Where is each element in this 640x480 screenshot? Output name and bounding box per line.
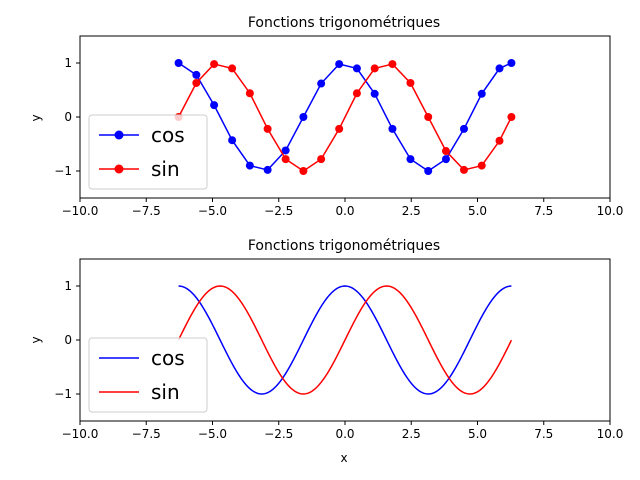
x-tick-label: −7.5 [132, 204, 161, 218]
x-tick-label: 2.5 [402, 204, 421, 218]
sin-point [192, 78, 201, 87]
cos-point [210, 101, 219, 110]
cos-point [317, 79, 326, 88]
x-tick-label: 0.0 [335, 427, 354, 441]
cos-point [406, 155, 415, 164]
x-ticks-bottom: −10.0 −7.5 −5.0 −2.5 0.0 2.5 5.0 7.5 10.0 [62, 421, 624, 441]
x-tick-label: 0.0 [335, 204, 354, 218]
sin-point [317, 155, 326, 164]
sin-point [370, 64, 379, 73]
sin-point [507, 113, 516, 121]
cos-point [263, 165, 272, 174]
sin-point [299, 167, 308, 175]
subplot-top: Fonctions trigonométriques y −10.0 −7.5 −5… [29, 15, 623, 218]
x-tick-label: 7.5 [534, 204, 553, 218]
ylabel-bottom: y [29, 336, 43, 343]
x-tick-label: −10.0 [62, 204, 99, 218]
sin-point [352, 89, 361, 98]
x-tick-label: −2.5 [264, 204, 293, 218]
cos-point [174, 59, 183, 67]
x-tick-label: 5.0 [468, 427, 487, 441]
y-tick-label: 1 [64, 56, 72, 70]
cos-point [192, 70, 201, 79]
cos-point [370, 89, 379, 98]
legend-label-sin: sin [151, 380, 180, 404]
sin-point [406, 78, 415, 87]
xlabel-bottom: x [340, 451, 347, 465]
sin-point [424, 113, 433, 121]
legend-bottom: cos sin [88, 337, 208, 413]
legend-top: cos sin [88, 114, 208, 190]
y-tick-label: −1 [54, 164, 72, 178]
legend-label-cos: cos [151, 346, 185, 370]
x-tick-label: −5.0 [198, 427, 227, 441]
cos-point [299, 113, 308, 121]
x-tick-label: 5.0 [468, 204, 487, 218]
cos-point [441, 155, 450, 164]
sin-point [335, 124, 344, 133]
plot-area-top [174, 59, 516, 175]
y-tick-label: 0 [64, 333, 72, 347]
sin-line-top [177, 63, 513, 172]
x-tick-label: −7.5 [132, 427, 161, 441]
cos-point [281, 146, 290, 155]
cos-point [459, 124, 468, 133]
legend-frame [88, 114, 208, 190]
cos-line-bottom [178, 285, 512, 395]
sin-point [495, 136, 504, 145]
cos-point [335, 60, 344, 69]
sin-point [245, 89, 254, 98]
y-ticks-top: −1 0 1 [54, 56, 80, 178]
sin-point [388, 60, 397, 69]
cos-line-top [178, 62, 512, 172]
sin-point [281, 155, 290, 164]
cos-point [352, 64, 361, 73]
x-tick-label: 2.5 [402, 427, 421, 441]
y-tick-label: −1 [54, 387, 72, 401]
x-tick-label: −2.5 [264, 427, 293, 441]
x-ticks-top: −10.0 −7.5 −5.0 −2.5 0.0 2.5 5.0 7.5 10.0 [62, 198, 624, 218]
sin-line-bottom [177, 285, 513, 395]
sin-point [210, 60, 219, 69]
y-tick-label: 0 [64, 110, 72, 124]
x-tick-label: 7.5 [534, 427, 553, 441]
sin-point [459, 165, 468, 174]
cos-point [245, 161, 254, 170]
sin-point [228, 64, 237, 73]
legend-marker-sin [114, 164, 124, 174]
cos-point [424, 167, 433, 175]
legend-marker-cos [114, 130, 124, 140]
cos-point [477, 89, 486, 98]
y-tick-label: 1 [64, 279, 72, 293]
cos-point [507, 59, 516, 67]
x-tick-label: 10.0 [597, 427, 624, 441]
subplot-bottom: Fonctions trigonométriques y −10.0 −7.5 −5… [29, 238, 623, 465]
title-bottom: Fonctions trigonométriques [248, 238, 440, 254]
y-ticks-bottom: −1 0 1 [54, 279, 80, 401]
x-tick-label: 10.0 [597, 204, 624, 218]
ylabel-top: y [29, 114, 43, 121]
title-top: Fonctions trigonométriques [248, 15, 440, 31]
legend-label-cos: cos [151, 123, 185, 147]
legend-label-sin: sin [151, 157, 180, 181]
cos-point [388, 124, 397, 133]
cos-point [228, 136, 237, 145]
cos-point [495, 64, 504, 73]
x-tick-label: −10.0 [62, 427, 99, 441]
x-tick-label: −5.0 [198, 204, 227, 218]
sin-point [441, 147, 450, 156]
legend-frame [88, 337, 208, 413]
plot-area-bottom [177, 285, 513, 395]
sin-point [263, 124, 272, 133]
sin-point [477, 161, 486, 170]
